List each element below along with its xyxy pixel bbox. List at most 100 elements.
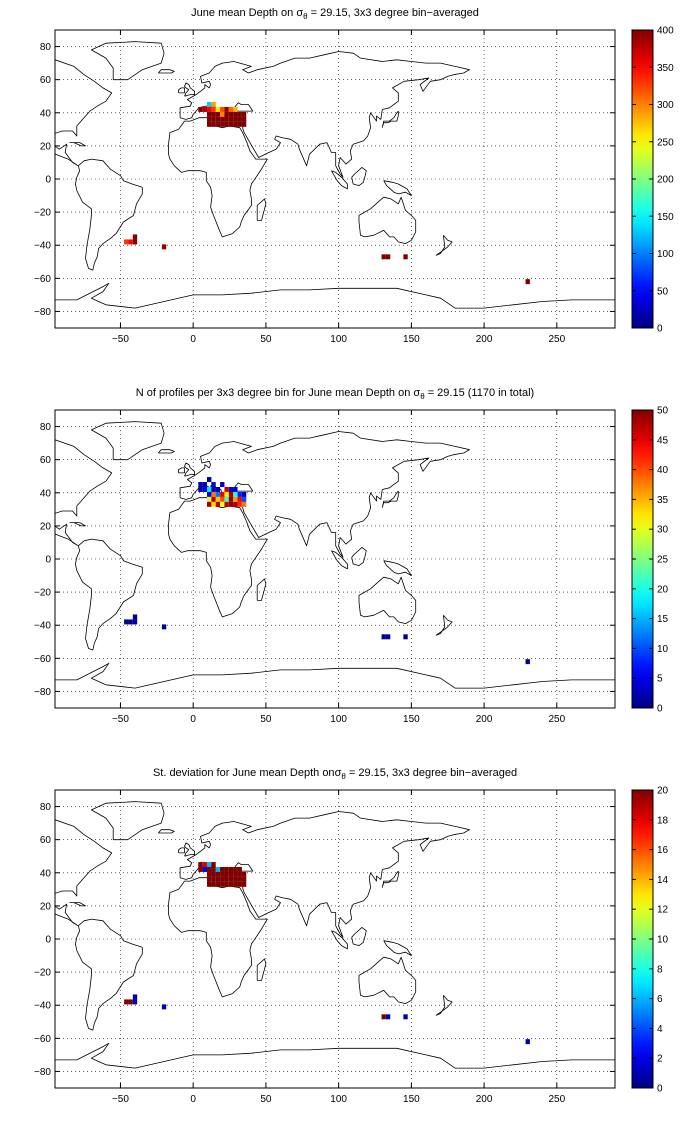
coastline xyxy=(157,449,175,454)
coastline xyxy=(55,282,615,309)
coastline xyxy=(358,956,417,1004)
x-tick-label: 100 xyxy=(330,714,347,725)
chart-title: St. deviation for June mean Depth onσθ =… xyxy=(152,767,518,782)
y-tick-label: 20 xyxy=(40,141,52,152)
data-bin xyxy=(198,106,203,112)
x-tick-label: 100 xyxy=(330,1094,347,1105)
coastline xyxy=(331,930,348,950)
data-bin xyxy=(207,116,212,122)
panel-mean-depth: June mean Depth on σθ = 29.15, 3x3 degre… xyxy=(0,0,696,380)
data-bin xyxy=(220,116,225,122)
coastline xyxy=(358,196,417,244)
colorbar-tick-label: 45 xyxy=(657,435,669,446)
data-bin xyxy=(228,496,234,502)
data-bin xyxy=(202,106,207,112)
colorbar-tick-label: 20 xyxy=(657,584,669,595)
data-bin xyxy=(224,111,229,117)
coastline xyxy=(55,59,113,167)
data-bins xyxy=(124,862,530,1045)
y-tick-label: 20 xyxy=(40,521,52,532)
data-bin xyxy=(215,866,221,872)
coastline xyxy=(381,870,399,888)
coastline xyxy=(55,439,113,547)
data-bin xyxy=(237,111,242,117)
y-tick-label: 80 xyxy=(40,42,52,53)
data-bin xyxy=(385,254,391,260)
data-bin xyxy=(241,121,247,127)
coastline xyxy=(55,662,615,689)
data-bin xyxy=(198,486,203,492)
data-bin xyxy=(237,866,242,872)
data-bin xyxy=(211,501,216,507)
data-bin xyxy=(381,254,386,260)
y-tick-label: −60 xyxy=(34,654,51,665)
colorbar-tick-label: 300 xyxy=(657,100,674,111)
data-bin xyxy=(241,881,247,887)
colorbar-tick-label: 15 xyxy=(657,614,669,625)
data-bin xyxy=(215,496,221,502)
data-bin xyxy=(403,634,408,640)
data-bin xyxy=(215,486,221,492)
coastline xyxy=(55,819,113,927)
coastline xyxy=(383,940,412,956)
data-bin xyxy=(215,116,221,122)
data-bin xyxy=(215,876,221,882)
colorbar-tick-label: 20 xyxy=(657,786,669,797)
y-tick-label: −80 xyxy=(34,307,51,318)
colorbar-tick-label: 25 xyxy=(657,555,669,566)
data-bin xyxy=(207,111,212,117)
data-bin xyxy=(381,634,386,640)
coastline xyxy=(256,578,267,601)
data-bin xyxy=(128,999,133,1005)
data-bin xyxy=(220,491,225,497)
data-bin xyxy=(237,491,242,497)
data-bin xyxy=(124,999,129,1005)
coastline xyxy=(184,82,195,97)
colorbar-tick-label: 0 xyxy=(657,324,663,335)
data-bin xyxy=(228,871,234,877)
colorbar-tick-label: 40 xyxy=(657,465,669,476)
data-bin xyxy=(207,102,212,107)
x-tick-label: 250 xyxy=(548,334,565,345)
y-tick-label: 20 xyxy=(40,901,52,912)
data-bin xyxy=(224,871,229,877)
data-bin xyxy=(161,624,167,630)
data-bin xyxy=(233,121,238,127)
data-bin xyxy=(224,486,229,492)
data-bin xyxy=(207,876,212,882)
data-bin xyxy=(128,239,133,245)
data-bin xyxy=(198,482,203,487)
x-tick-label: 150 xyxy=(403,714,420,725)
coastline xyxy=(75,918,143,1031)
data-bin xyxy=(228,111,234,117)
data-bin xyxy=(128,619,133,625)
colorbar-tick-label: 10 xyxy=(657,935,669,946)
data-bin xyxy=(224,496,229,502)
heatmap-plot: −50 0 50 100 150 200 250−80−60−40−200204060800… xyxy=(34,786,669,1106)
data-bin xyxy=(202,862,207,867)
data-bin xyxy=(211,121,216,127)
grid-lines xyxy=(55,790,615,1088)
data-bin xyxy=(241,876,247,882)
data-bin xyxy=(211,111,216,117)
coastline xyxy=(351,167,367,186)
colorbar-tick-label: 35 xyxy=(657,495,669,506)
data-bins xyxy=(124,477,530,665)
colorbar-tick-label: 6 xyxy=(657,994,663,1005)
data-bin xyxy=(215,121,221,127)
coastline xyxy=(381,490,399,508)
data-bin xyxy=(124,619,129,625)
coastline xyxy=(435,235,453,256)
data-bin xyxy=(132,999,138,1005)
data-bin xyxy=(233,866,238,872)
colorbar-tick-label: 100 xyxy=(657,249,674,260)
y-tick-label: −20 xyxy=(34,588,51,599)
y-tick-label: 0 xyxy=(45,175,51,186)
data-bin xyxy=(228,121,234,127)
data-bin xyxy=(220,876,225,882)
panel-std-deviation: St. deviation for June mean Depth onσθ =… xyxy=(0,760,696,1140)
data-bin xyxy=(211,881,216,887)
data-bin xyxy=(403,1014,408,1020)
data-bin xyxy=(224,106,229,112)
x-tick-label: 100 xyxy=(330,334,347,345)
